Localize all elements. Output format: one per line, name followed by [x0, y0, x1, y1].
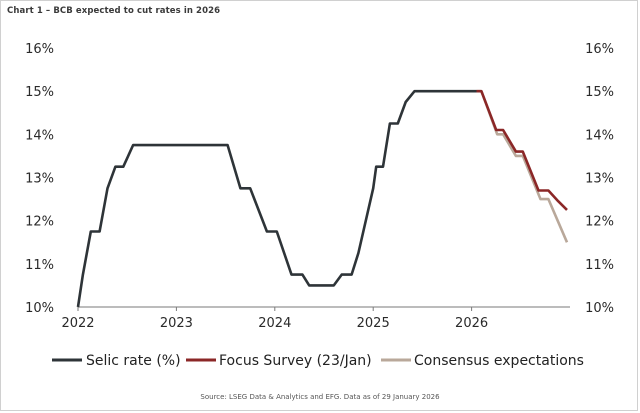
y-tick-label-left: 14%: [25, 128, 54, 143]
y-tick-label-left: 10%: [25, 301, 54, 316]
y-tick-label-left: 13%: [25, 172, 54, 187]
legend-label: Focus Survey (23/Jan): [219, 353, 372, 369]
x-tick-label: 2025: [357, 316, 390, 331]
series-line-1: [476, 89, 568, 211]
legend-label: Selic rate (%): [86, 353, 181, 369]
y-tick-label-left: 11%: [25, 258, 54, 273]
legend: Selic rate (%) Focus Survey (23/Jan) Conse…: [52, 353, 584, 369]
y-tick-label-right: 13%: [585, 172, 614, 187]
series-line-0: [76, 89, 477, 308]
x-tick-label: 2024: [258, 316, 291, 331]
y-tick-label-right: 10%: [585, 301, 614, 316]
axis-ticks: 10% 11% 12% 13% 14% 15% 16% 10% 11% 12% 13% 14% 15% 1…: [25, 42, 614, 331]
x-tick-label: 2022: [61, 316, 94, 331]
line-chart: 10% 11% 12% 13% 14% 15% 16% 10% 11% 12% 13% 14% 15% 1…: [25, 42, 614, 369]
chart-source: Source: LSEG Data & Analytics and EFG. D…: [200, 393, 440, 401]
y-tick-label-right: 16%: [585, 42, 614, 57]
x-tick-label: 2023: [160, 316, 193, 331]
y-tick-label-left: 15%: [25, 85, 54, 100]
y-tick-label-right: 15%: [585, 85, 614, 100]
y-tick-label-left: 12%: [25, 215, 54, 230]
y-tick-label-right: 12%: [585, 215, 614, 230]
y-tick-label-right: 14%: [585, 128, 614, 143]
series-lines: [76, 89, 569, 308]
legend-label: Consensus expectations: [414, 353, 584, 369]
x-tick-label: 2026: [455, 316, 488, 331]
y-tick-label-right: 11%: [585, 258, 614, 273]
y-tick-label-left: 16%: [25, 42, 54, 57]
chart-title: Chart 1 – BCB expected to cut rates in 2…: [7, 6, 221, 16]
